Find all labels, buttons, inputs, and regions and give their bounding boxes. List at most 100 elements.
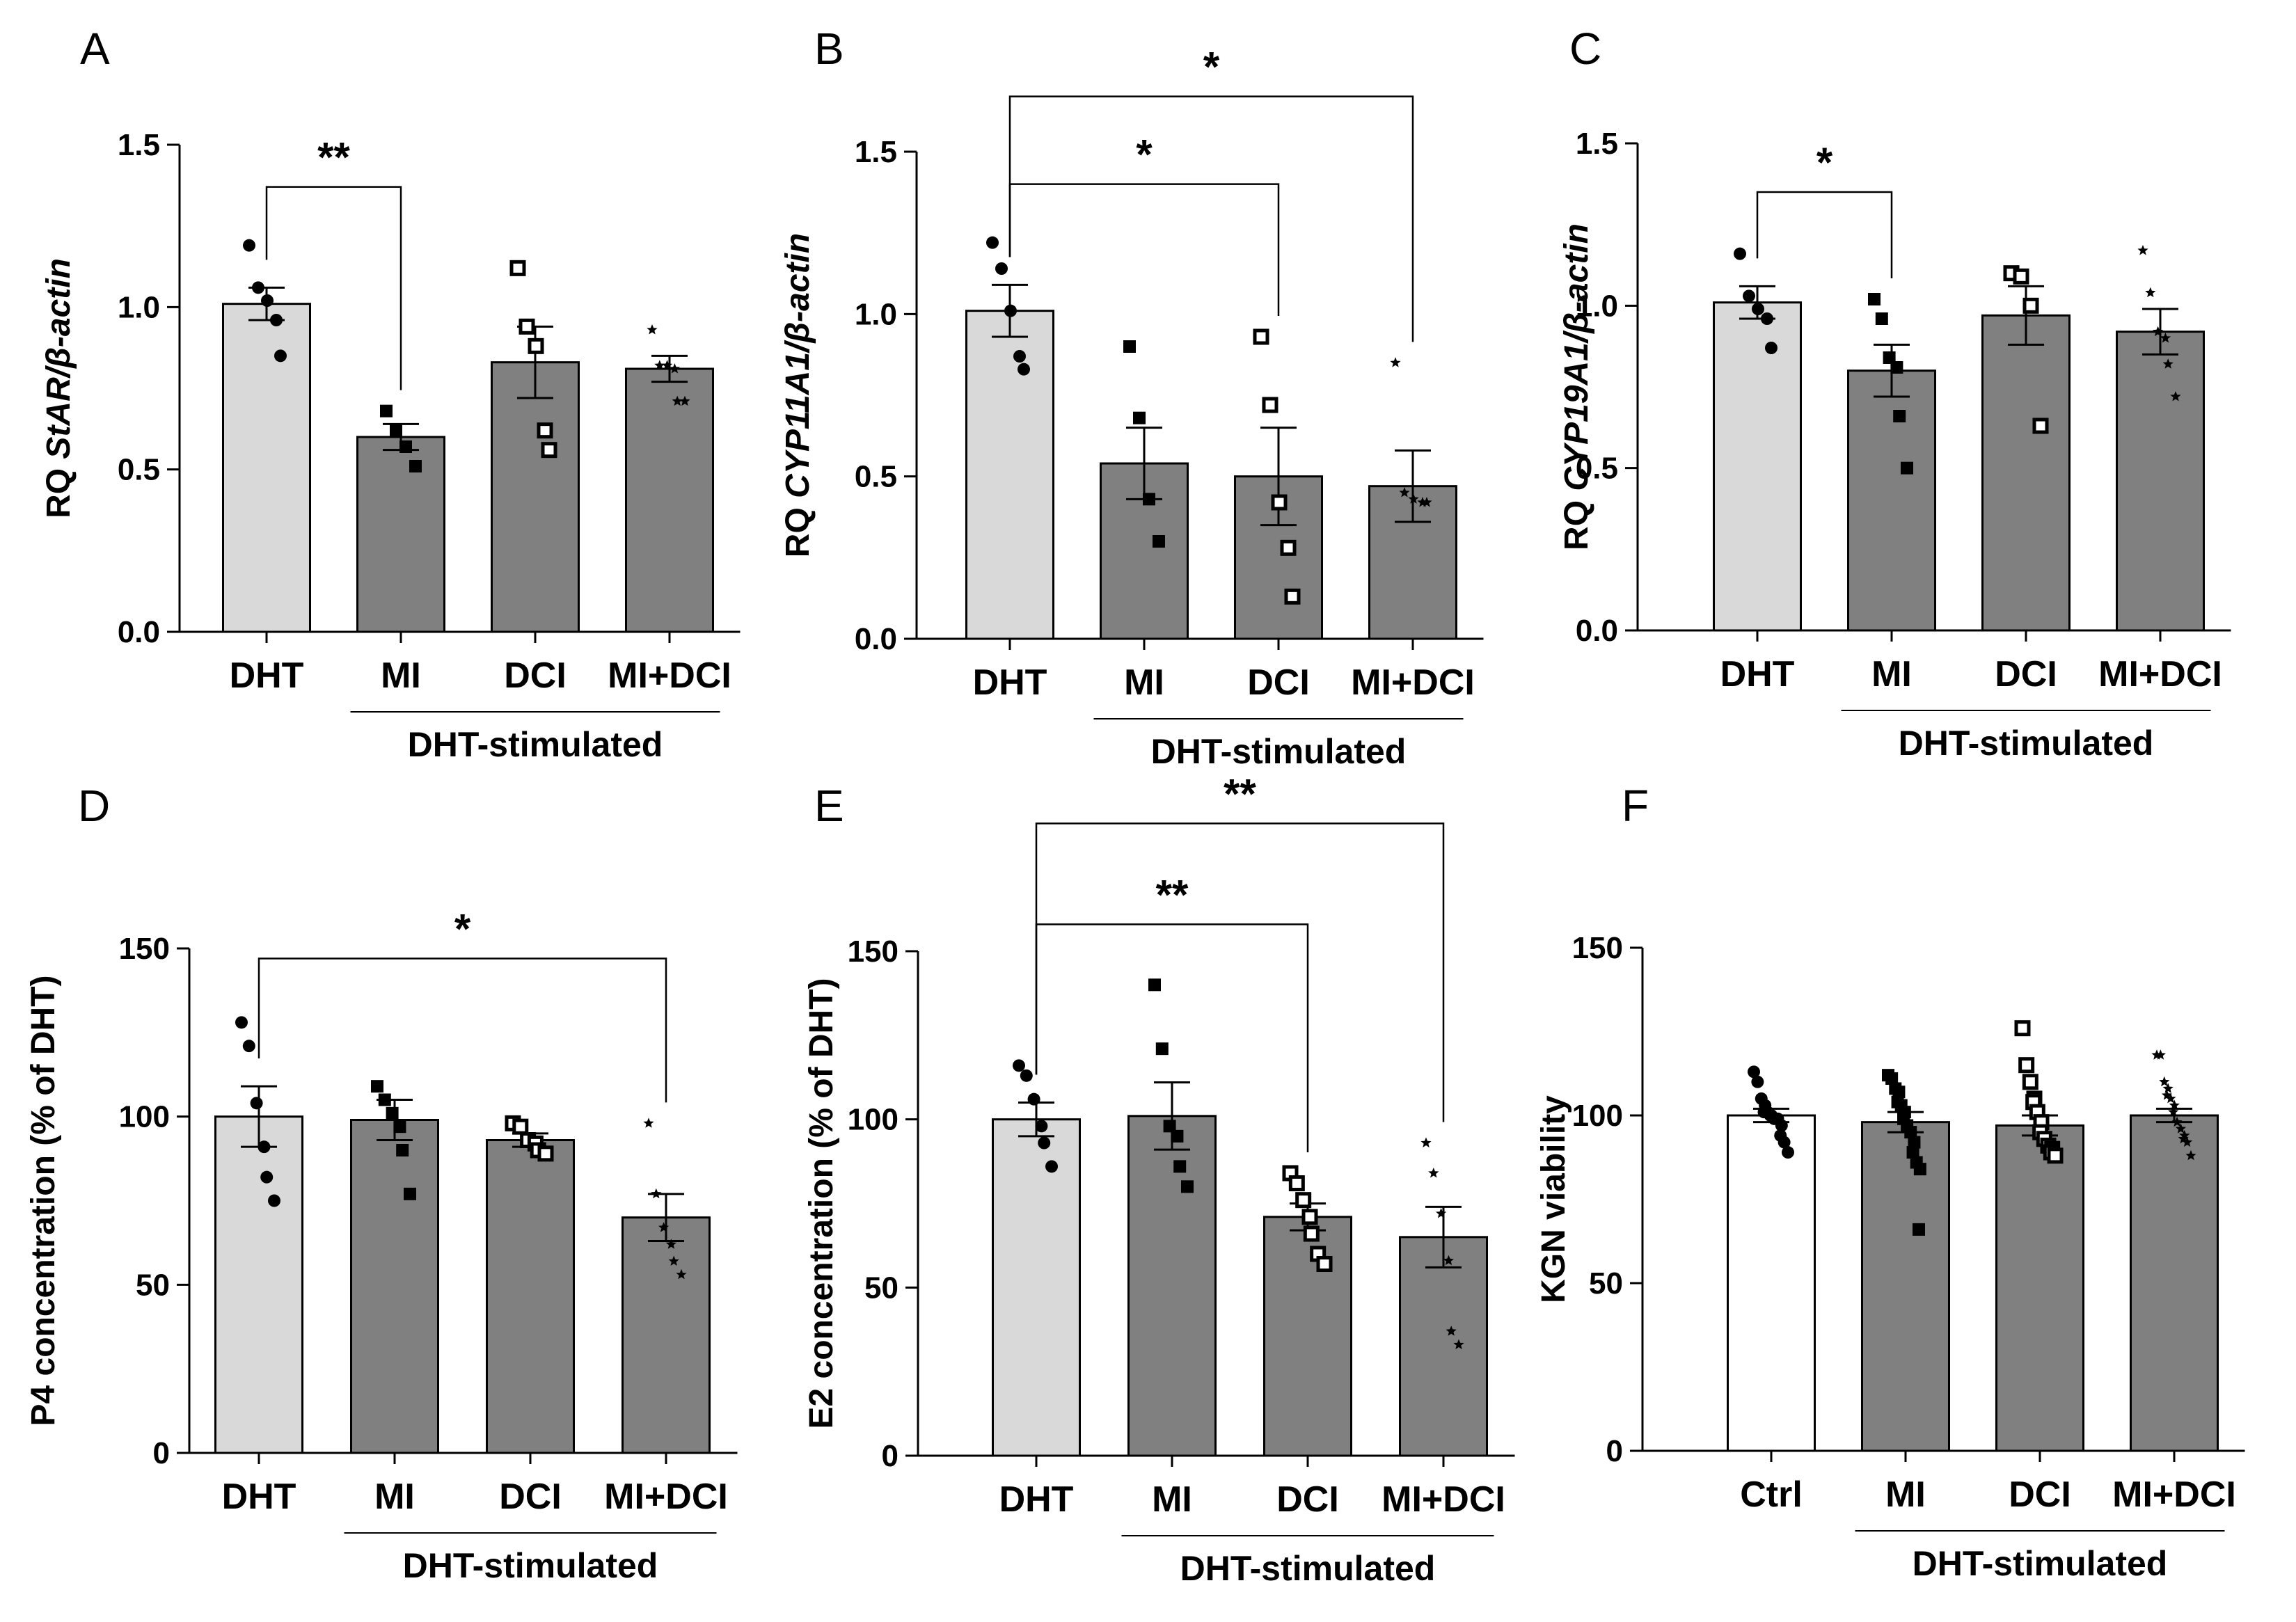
y-tick-label: 1.0	[1576, 289, 1618, 323]
category-label: MI+DCI	[2112, 1474, 2236, 1515]
data-point	[1446, 1326, 1457, 1336]
data-point	[235, 1016, 248, 1029]
data-point	[1893, 410, 1906, 422]
panel-letter: D	[78, 781, 110, 831]
data-point	[380, 404, 393, 418]
data-point	[1280, 539, 1297, 556]
data-point	[643, 1118, 654, 1128]
y-tick-label: 150	[119, 932, 170, 966]
data-point	[1035, 1120, 1048, 1133]
data-point	[1163, 1120, 1176, 1133]
data-point	[1775, 1119, 1788, 1132]
chart-panel-f: F KGN viability Ctrl MI DCI MI+DCI 0 50 100 150 DH…	[1535, 781, 2245, 1583]
chart-panel-a: A RQ StAR/β-actin DHT MI DCI MI+DCI 0.0 0.5 1.0 1…	[40, 24, 741, 764]
data-point	[1004, 304, 1017, 317]
category-label: MI+DCI	[2098, 654, 2222, 694]
data-point	[2137, 245, 2148, 255]
data-point	[1181, 1180, 1194, 1193]
bar-dci	[1263, 1216, 1352, 1457]
category-label: MI	[374, 1477, 415, 1517]
data-point	[1045, 1160, 1058, 1173]
bar-mi-plus-dci	[2116, 331, 2205, 632]
y-tick-label: 50	[864, 1271, 898, 1305]
category-label: DHT	[1720, 654, 1795, 694]
bar-dht	[1713, 301, 1802, 632]
data-point	[393, 1120, 406, 1134]
category-label: MI+DCI	[1351, 662, 1475, 703]
panel-letter: C	[1569, 24, 1601, 74]
data-point	[1148, 978, 1161, 992]
y-tick-label: 0	[153, 1436, 170, 1470]
y-tick-label: 1.0	[855, 297, 897, 331]
data-point	[274, 349, 287, 363]
data-point	[1020, 1069, 1033, 1082]
data-point	[1018, 363, 1030, 376]
bar-dht	[992, 1118, 1081, 1457]
bar-mi-plus-dci	[1399, 1236, 1488, 1457]
category-label: DHT	[973, 662, 1047, 703]
category-label: DCI	[504, 655, 567, 696]
data-point	[1890, 361, 1903, 374]
data-point	[1303, 1225, 1320, 1242]
significance-bracket	[258, 957, 667, 1103]
data-point	[2182, 1136, 2193, 1147]
data-point	[1748, 1065, 1760, 1079]
significance-label: *	[1816, 139, 1833, 186]
significance-label: *	[454, 906, 471, 953]
group-label: DHT-stimulated	[1151, 732, 1407, 771]
data-point	[1904, 1126, 1917, 1139]
data-point	[1751, 1075, 1764, 1088]
significance-label: **	[1224, 770, 1256, 817]
bar-dht	[965, 310, 1054, 640]
data-point	[512, 1118, 529, 1135]
category-label: DCI	[2009, 1474, 2071, 1515]
y-tick-label: 100	[119, 1100, 170, 1134]
category-label: Ctrl	[1740, 1474, 1803, 1515]
data-point	[1901, 461, 1913, 475]
data-point	[258, 1140, 271, 1154]
data-point	[2175, 1123, 2187, 1134]
y-axis-label: RQ CYP11A1/β-actin	[779, 233, 816, 557]
data-point	[1913, 1163, 1926, 1176]
chart-panel-d: D P4 concentration (% of DHT) DHT MI DCI MI+D…	[25, 781, 738, 1585]
data-point	[1420, 1137, 1432, 1147]
y-tick-label: 0.0	[1576, 614, 1618, 648]
data-point	[371, 1080, 383, 1093]
data-point	[2014, 1020, 2031, 1037]
data-point	[541, 442, 557, 459]
data-point	[672, 395, 683, 406]
y-tick-label: 1.5	[1576, 127, 1618, 161]
significance-bracket	[1756, 191, 1893, 278]
data-point	[252, 281, 264, 294]
data-point	[528, 337, 544, 354]
y-axis-label: KGN viability	[1535, 1095, 1572, 1303]
data-point	[1013, 1059, 1025, 1072]
data-point	[2160, 333, 2171, 343]
data-point	[1428, 1168, 1439, 1178]
y-tick-label: 0.5	[118, 453, 160, 487]
y-tick-label: 150	[1572, 931, 1623, 965]
bar-mi	[1847, 369, 1936, 632]
data-point	[2155, 1049, 2166, 1060]
data-point	[242, 1040, 255, 1053]
data-point	[1875, 312, 1888, 325]
data-point	[1038, 1136, 1051, 1150]
data-point	[2047, 1147, 2064, 1164]
data-point	[250, 1097, 263, 1110]
data-point	[1133, 411, 1146, 424]
data-point	[665, 1239, 676, 1249]
data-point	[390, 424, 402, 437]
data-point	[1906, 1146, 1919, 1159]
data-point	[2171, 1116, 2183, 1127]
bar-mi	[1127, 1115, 1217, 1457]
data-point	[409, 460, 422, 472]
y-tick-label: 0.5	[1576, 452, 1618, 486]
data-point	[2168, 1106, 2179, 1117]
bar-dci	[1995, 1124, 2084, 1452]
data-point	[995, 262, 1008, 275]
data-point	[1295, 1192, 1312, 1209]
data-point	[2013, 268, 2029, 285]
data-point	[1782, 1146, 1794, 1159]
y-tick-label: 0	[882, 1439, 898, 1473]
